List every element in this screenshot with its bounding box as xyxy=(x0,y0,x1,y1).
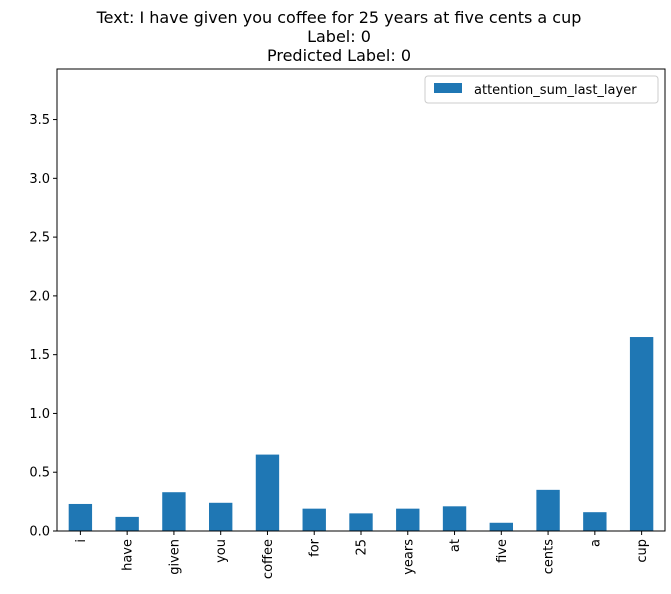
x-tick-label: coffee xyxy=(261,539,276,579)
x-tick-label: cents xyxy=(542,539,557,574)
x-tick-label: for xyxy=(308,538,323,557)
x-tick-label: cup xyxy=(635,539,650,563)
chart-title: Text: I have given you coffee for 25 yea… xyxy=(96,8,582,65)
title-line-text: Text: I have given you coffee for 25 yea… xyxy=(96,8,582,27)
x-axis-ticks: i have given you coffee for 25 years at five cents… xyxy=(74,531,650,579)
y-tick-label: 1.0 xyxy=(29,407,50,422)
y-tick-label: 2.5 xyxy=(29,231,50,246)
plot-area-frame xyxy=(56,68,666,532)
x-tick-label: you xyxy=(214,539,229,563)
bar-cup xyxy=(629,337,654,531)
title-line-label: Label: 0 xyxy=(307,27,371,46)
x-tick-label: i xyxy=(74,539,89,543)
bar-five xyxy=(489,522,513,531)
legend-label: attention_sum_last_layer xyxy=(474,83,637,98)
bar-25 xyxy=(349,513,373,531)
bar-coffee xyxy=(255,454,280,531)
x-tick-label: at xyxy=(448,539,463,552)
y-tick-label: 2.0 xyxy=(29,289,50,304)
bar-cents xyxy=(536,489,560,531)
bar-for xyxy=(302,508,326,531)
bar-years xyxy=(396,508,420,531)
bar-you xyxy=(209,502,233,531)
bar-given xyxy=(162,492,186,531)
bar-have xyxy=(115,516,139,531)
bars xyxy=(68,337,654,531)
legend: attention_sum_last_layer xyxy=(424,75,659,104)
bar-at xyxy=(442,506,467,531)
legend-box xyxy=(424,75,659,104)
x-tick-label: have xyxy=(121,539,136,571)
y-tick-label: 3.0 xyxy=(29,172,50,187)
bar-i xyxy=(68,503,93,531)
legend-swatch xyxy=(434,83,462,93)
y-tick-label: 3.5 xyxy=(29,113,50,128)
title-line-predicted-label: Predicted Label: 0 xyxy=(267,46,411,65)
y-tick-label: 0.0 xyxy=(29,525,50,540)
y-tick-label: 1.5 xyxy=(29,348,50,363)
y-tick-label: 0.5 xyxy=(29,466,50,481)
x-tick-label: five xyxy=(495,539,510,563)
x-tick-label: years xyxy=(401,539,416,575)
x-tick-label: 25 xyxy=(355,539,370,556)
x-tick-label: a xyxy=(588,539,603,547)
bar-a xyxy=(583,512,607,531)
y-axis-ticks: 0.0 0.5 1.0 1.5 2.0 2.5 3.0 3.5 xyxy=(29,113,57,540)
x-tick-label: given xyxy=(167,539,182,575)
